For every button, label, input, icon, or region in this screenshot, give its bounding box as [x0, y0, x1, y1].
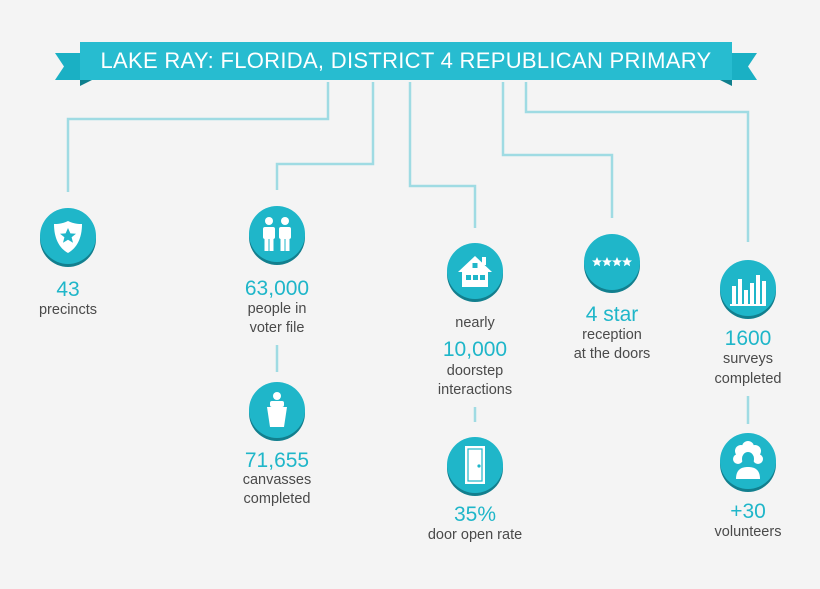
two-people-icon [249, 206, 305, 265]
connector-interactions [408, 82, 477, 228]
door-rate-value: 35% [453, 503, 497, 526]
connector-precincts [66, 82, 330, 192]
connector-surveys [524, 82, 750, 242]
house-icon [447, 243, 503, 302]
people-label-line2: voter file [249, 320, 305, 336]
volunteers-label: volunteers [714, 524, 782, 540]
connector-lines [66, 82, 750, 424]
banner-title: LAKE RAY: FLORIDA, DISTRICT 4 REPUBLICAN… [100, 48, 712, 73]
connector-people [275, 82, 375, 190]
podium-speaker-icon [249, 382, 305, 441]
volunteers-value: +30 [730, 500, 766, 523]
door-icon [447, 437, 503, 496]
reception-label-line2: at the doors [573, 346, 651, 362]
ribbon-tail-right [732, 53, 757, 80]
surveys-value: 1600 [724, 327, 772, 350]
canvasses-label-line2: completed [243, 491, 311, 507]
police-badge-star-icon [40, 208, 96, 267]
volunteer-person-icon [720, 433, 776, 492]
interactions-value: 10,000 [442, 338, 508, 361]
four-stars-icon [584, 234, 640, 293]
ribbon-fold-right [720, 80, 732, 86]
ribbon-fold-left [80, 80, 92, 86]
surveys-label-line1: surveys [723, 351, 773, 367]
bar-chart-icon [720, 260, 776, 319]
ribbon-main [80, 42, 732, 80]
canvasses-label-line1: canvasses [242, 472, 312, 488]
interactions-label-line2: interactions [437, 382, 513, 398]
precincts-value: 43 [56, 278, 80, 301]
icon-circles [40, 206, 776, 496]
interactions-prefix: nearly [455, 315, 495, 331]
reception-label-line1: reception [582, 327, 642, 343]
canvasses-value: 71,655 [244, 449, 310, 472]
surveys-label-line2: completed [714, 371, 782, 387]
precincts-label: precincts [38, 302, 98, 318]
connector-reception [501, 82, 614, 218]
people-label-line1: people in [247, 301, 307, 317]
ribbon-tail-left [55, 53, 80, 80]
people-value: 63,000 [244, 277, 310, 300]
interactions-label-line1: doorstep [446, 363, 504, 379]
door-rate-label: door open rate [427, 527, 523, 543]
reception-value: 4 star [585, 303, 639, 326]
banner-ribbon [55, 42, 757, 86]
